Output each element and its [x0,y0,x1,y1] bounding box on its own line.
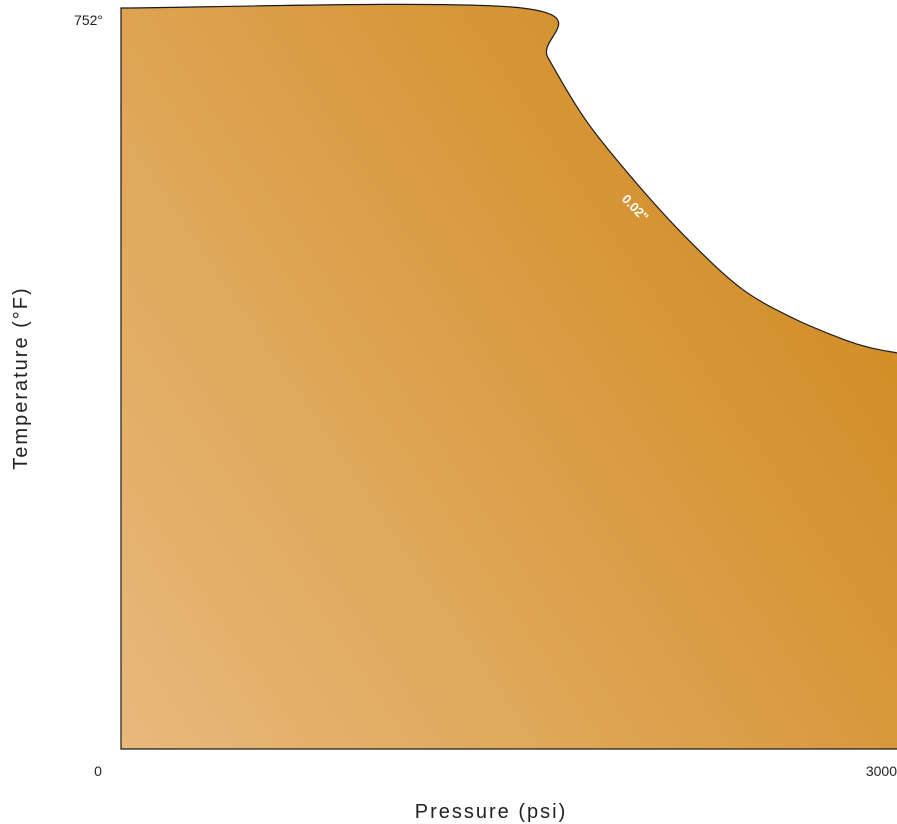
plot-area [120,3,897,750]
y-tick-label-max: 752° [74,12,103,28]
operating-area-fill [121,4,897,749]
x-axis-title: Pressure (psi) [415,801,567,823]
x-tick-label-max: 3000 [866,763,897,779]
x-tick-label-min: 0 [94,763,102,779]
operating-area-outline [120,3,897,750]
y-axis-title: Temperature (°F) [10,286,32,469]
